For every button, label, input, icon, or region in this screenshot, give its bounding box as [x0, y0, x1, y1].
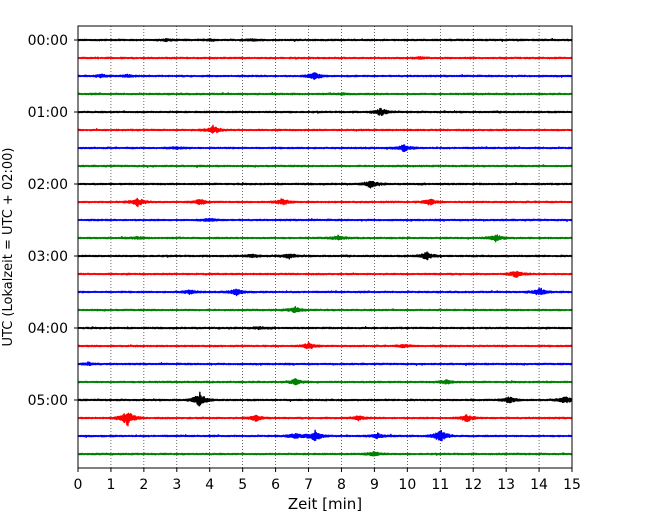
x-tick-label: 3 [172, 477, 181, 493]
x-tick-label: 10 [398, 477, 416, 493]
x-tick-label: 5 [238, 477, 247, 493]
x-tick-label: 1 [106, 477, 115, 493]
trace-0330 [77, 287, 573, 297]
trace-0230 [77, 217, 573, 222]
x-tick-label: 8 [337, 477, 346, 493]
trace-0545 [77, 451, 573, 457]
trace-0445 [77, 378, 573, 386]
x-tick-label: 4 [205, 477, 214, 493]
y-tick-label: 01:00 [28, 105, 68, 121]
trace-0515 [77, 412, 573, 427]
x-tick-label: 2 [139, 477, 148, 493]
y-tick-label: 02:00 [28, 177, 68, 193]
trace-0045 [77, 91, 573, 96]
trace-0345 [77, 305, 573, 314]
trace-0000 [77, 37, 573, 43]
x-tick-label: 0 [74, 477, 83, 493]
trace-0130 [77, 143, 573, 153]
trace-0300 [77, 251, 573, 261]
trace-0145 [77, 164, 573, 169]
trace-0100 [77, 107, 573, 116]
x-tick-label: 9 [370, 477, 379, 493]
grid-lines [110, 26, 540, 468]
x-tick-label: 14 [530, 477, 548, 493]
y-tick-label: 05:00 [28, 393, 68, 409]
y-tick-label: 03:00 [28, 249, 68, 265]
trace-0215 [77, 197, 573, 208]
trace-0030 [77, 72, 573, 80]
trace-0400 [77, 326, 573, 331]
trace-0115 [77, 124, 573, 134]
y-axis-title: UTC (Lokalzeit = UTC + 02:00) [1, 148, 16, 347]
trace-0315 [77, 270, 573, 278]
x-tick-label: 7 [304, 477, 313, 493]
x-tick-label: 6 [271, 477, 280, 493]
y-tick-label: 00:00 [28, 33, 68, 49]
trace-series [77, 37, 573, 457]
trace-0530 [77, 429, 573, 442]
trace-0015 [77, 56, 573, 60]
x-tick-label: 11 [431, 477, 449, 493]
trace-0245 [77, 234, 573, 243]
trace-0200 [77, 180, 573, 189]
trace-0415 [77, 341, 573, 350]
x-axis: 0 1 2 3 4 5 6 7 8 9 10 11 12 13 14 15 [74, 468, 581, 493]
trace-0500 [77, 391, 573, 407]
y-axis: 00:00 01:00 02:00 03:00 04:00 05:00 [28, 33, 78, 409]
x-tick-label: 13 [497, 477, 515, 493]
plot-frame [77, 25, 573, 469]
x-axis-title: Zeit [min] [288, 495, 362, 513]
y-tick-label: 04:00 [28, 321, 68, 337]
trace-0430 [77, 361, 573, 367]
x-tick-label: 15 [563, 477, 581, 493]
x-tick-label: 12 [464, 477, 482, 493]
